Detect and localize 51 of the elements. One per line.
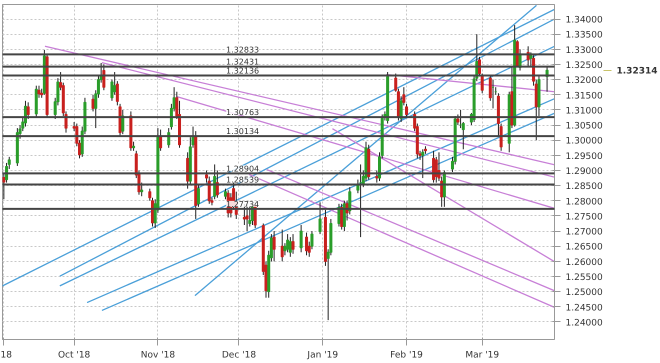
x-tick-label: Oct '18 bbox=[58, 350, 91, 360]
y-tick-label: 1.30500 bbox=[566, 122, 603, 132]
y-tick-label: 1.26500 bbox=[566, 242, 603, 253]
y-tick-label: 1.25500 bbox=[566, 273, 603, 283]
candlestick bbox=[196, 184, 200, 208]
y-tick-label: 1.28500 bbox=[566, 182, 603, 192]
x-tick-label: Dec '18 bbox=[222, 350, 256, 360]
x-tick-label: Feb '19 bbox=[390, 350, 424, 360]
y-tick-label: 1.28000 bbox=[566, 197, 603, 208]
candlestick bbox=[280, 229, 284, 262]
ref-line-label: 1.28539 bbox=[226, 175, 260, 184]
candlestick bbox=[318, 202, 322, 235]
x-tick-label: Jan '19 bbox=[306, 350, 338, 360]
ref-line-label: 1.27734 bbox=[226, 200, 260, 209]
y-tick-label: 1.26000 bbox=[566, 258, 603, 268]
y-tick-label: 1.33000 bbox=[566, 46, 603, 56]
candlestick bbox=[286, 234, 290, 253]
y-tick-label: 1.32500 bbox=[566, 60, 603, 71]
y-tick-label: 1.31000 bbox=[566, 106, 603, 116]
x-tick-label: Nov '18 bbox=[140, 350, 176, 360]
candlestick bbox=[305, 232, 308, 256]
candlestick bbox=[272, 230, 276, 262]
y-tick-label: 1.30000 bbox=[566, 136, 603, 147]
text: 1.32314 bbox=[616, 66, 658, 77]
candlestick bbox=[248, 206, 252, 228]
y-tick-label: 1.34000 bbox=[566, 16, 603, 26]
candlestick bbox=[300, 224, 303, 253]
y-tick-label: 1.25000 bbox=[566, 288, 603, 298]
ref-line-label: 1.32833 bbox=[226, 45, 260, 54]
x-tick-label: 18 bbox=[0, 350, 12, 360]
candlestick bbox=[340, 203, 344, 230]
candlestick bbox=[456, 114, 460, 126]
y-tick-label: 1.27000 bbox=[566, 228, 603, 238]
y-tick-label: 1.24500 bbox=[566, 303, 603, 314]
ref-line-label: 1.32136 bbox=[226, 66, 260, 76]
y-tick-label: 1.27500 bbox=[566, 212, 603, 222]
candlestick bbox=[186, 152, 190, 190]
candlestick bbox=[421, 148, 424, 179]
candlestick bbox=[292, 234, 295, 254]
y-tick-label: 1.33500 bbox=[566, 30, 603, 41]
ref-line-label: 1.28904 bbox=[226, 164, 260, 174]
y-tick-label: 1.24000 bbox=[566, 318, 603, 328]
ref-line-label: 1.32431 bbox=[226, 58, 260, 67]
candlestick bbox=[288, 236, 292, 258]
y-tick-label: 1.29000 bbox=[566, 166, 603, 177]
y-tick-label: 1.29500 bbox=[566, 152, 603, 162]
ref-line-label: 1.30134 bbox=[226, 127, 260, 136]
x-tick-label: Mar '19 bbox=[465, 350, 500, 360]
ref-line-label: 1.30763 bbox=[226, 108, 260, 118]
y-tick-label: 1.31500 bbox=[566, 91, 603, 102]
y-tick-label: 1.32000 bbox=[566, 76, 603, 86]
